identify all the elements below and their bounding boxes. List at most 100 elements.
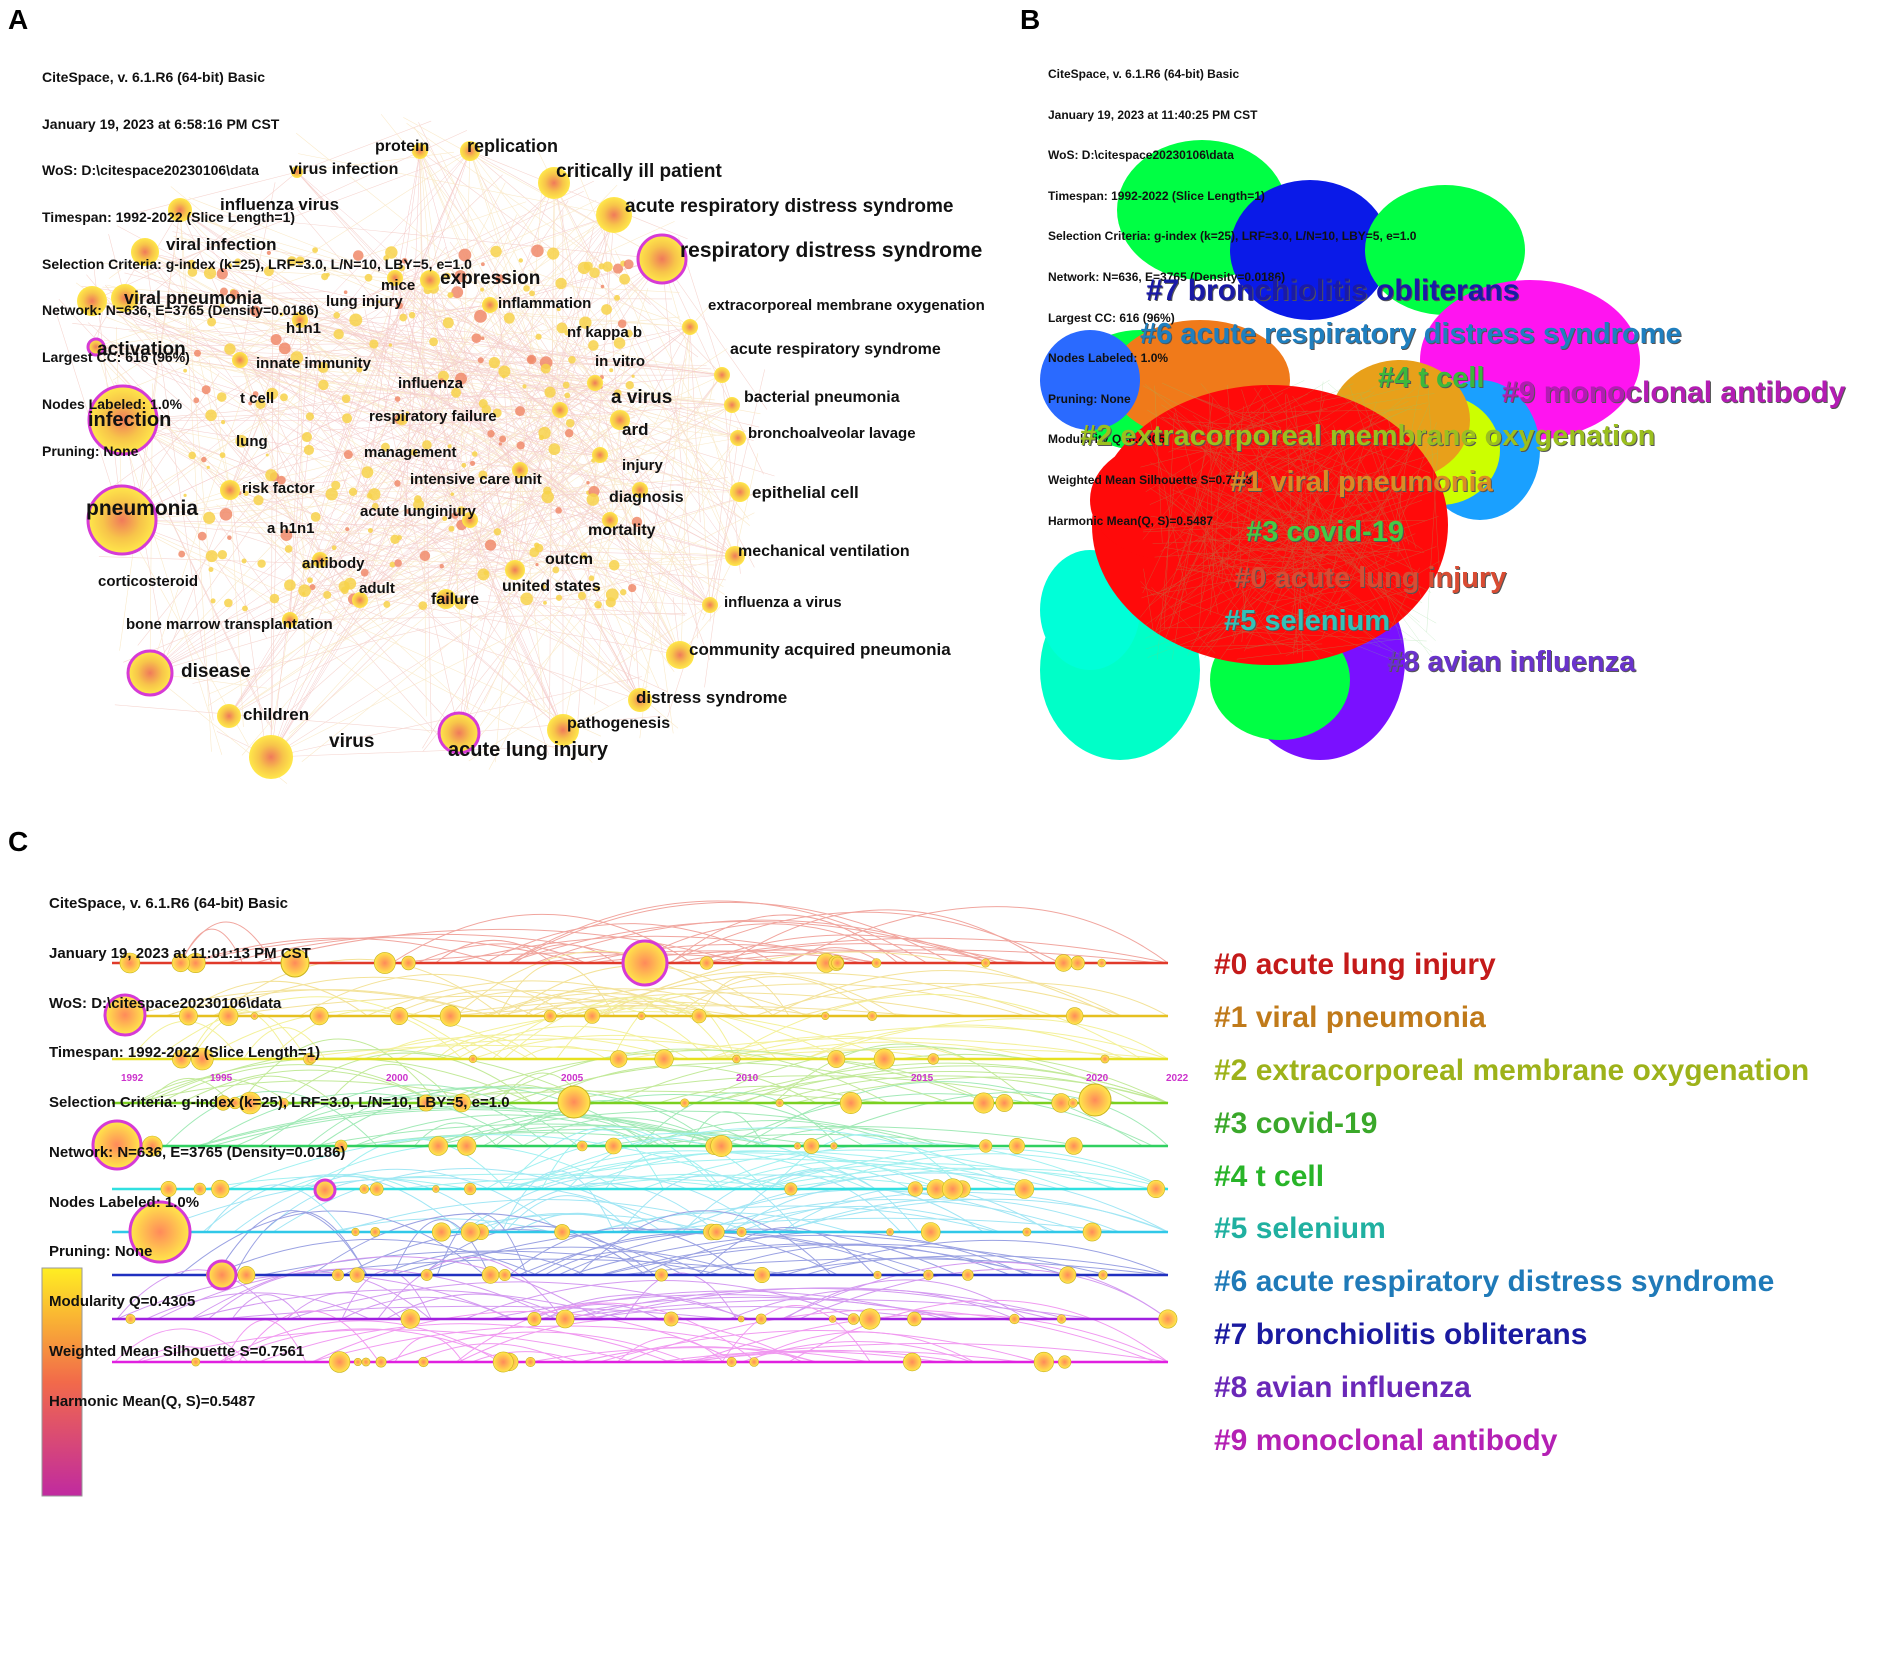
keyword-label: protein (375, 138, 430, 155)
keyword-label: lung injury (326, 293, 403, 310)
keyword-label: community acquired pneumonia (689, 640, 951, 659)
keyword-label: t cell (240, 390, 275, 407)
keyword-label: antibody (302, 555, 365, 572)
keyword-label: failure (431, 591, 480, 608)
panel-b-letter: B (1020, 4, 1041, 35)
keyword-label: lung (236, 433, 268, 450)
panel-c: C CiteSpace, v. 6.1.R6 (64-bit) Basic Ja… (0, 820, 1902, 1679)
keyword-label: replication (467, 136, 559, 156)
keyword-label: pathogenesis (567, 715, 671, 732)
cluster-label: #6 acute respiratory distress syndrome (1140, 318, 1682, 350)
info-line: Selection Criteria: g-index (k=25), LRF=… (1048, 229, 1417, 244)
info-line: WoS: D:\citespace20230106\data (1048, 148, 1234, 163)
info-line: Network: N=636, E=3765 (Density=0.0186) (49, 1143, 346, 1161)
info-line: Pruning: None (1048, 391, 1131, 406)
keyword-label: diagnosis (609, 489, 684, 506)
info-line: Pruning: None (49, 1243, 153, 1261)
keyword-label: acute lung injury (448, 739, 609, 761)
info-line: January 19, 2023 at 6:58:16 PM CST (42, 115, 280, 132)
cluster-label: #4 t cell (1378, 362, 1485, 394)
keyword-label: respiratory distress syndrome (680, 239, 983, 262)
keyword-label: inflammation (498, 295, 592, 312)
timeline-label: #1 viral pneumonia (1214, 1001, 1486, 1034)
keyword-label: bone marrow transplantation (126, 616, 333, 633)
keyword-label: infection (88, 409, 172, 431)
timeline-label: #8 avian influenza (1214, 1371, 1471, 1404)
info-line: WoS: D:\citespace20230106\data (42, 162, 259, 179)
cluster-label: #2 extracorporeal membrane oxygenation (1080, 420, 1656, 452)
keyword-label: injury (622, 457, 663, 474)
keyword-label: adult (359, 580, 395, 597)
panel-a-info: CiteSpace, v. 6.1.R6 (64-bit) Basic Janu… (42, 38, 472, 490)
keyword-label: influenza virus (220, 195, 340, 214)
keyword-label: a h1n1 (267, 520, 315, 537)
keyword-label: critically ill patient (556, 161, 722, 182)
info-line: Network: N=636, E=3765 (Density=0.0186) (1048, 269, 1286, 284)
timeline-label: #0 acute lung injury (1214, 948, 1496, 981)
keyword-label: influenza (398, 375, 464, 392)
keyword-label: distress syndrome (636, 688, 788, 707)
keyword-label: expression (440, 268, 541, 289)
info-line: Weighted Mean Silhouette S=0.7563 (1048, 472, 1253, 487)
keyword-label: pneumonia (86, 497, 199, 520)
panel-c-letter: C (8, 826, 29, 857)
info-line: Nodes Labeled: 1.0% (49, 1193, 200, 1211)
cluster-label: #3 covid-19 (1246, 516, 1404, 548)
keyword-label: epithelial cell (752, 483, 859, 502)
timeline-label: #2 extracorporeal membrane oxygenation (1214, 1054, 1810, 1087)
cluster-label: #0 acute lung injury (1234, 562, 1507, 594)
keyword-label: children (243, 705, 310, 724)
info-line: Timespan: 1992-2022 (Slice Length=1) (49, 1044, 321, 1062)
timeline-label: #4 t cell (1214, 1160, 1325, 1193)
year-tick: 1995 (210, 1073, 233, 1084)
keyword-label: h1n1 (286, 320, 322, 337)
info-line: Largest CC: 616 (96%) (1048, 310, 1175, 325)
info-line: CiteSpace, v. 6.1.R6 (64-bit) Basic (49, 895, 288, 912)
info-line: Weighted Mean Silhouette S=0.7561 (49, 1342, 305, 1360)
panel-c-info: CiteSpace, v. 6.1.R6 (64-bit) Basic Janu… (49, 862, 510, 1443)
keyword-label: intensive care unit (410, 471, 542, 488)
info-line: Network: N=636, E=3765 (Density=0.0186) (42, 302, 319, 319)
info-line: WoS: D:\citespace20230106\data (49, 994, 282, 1012)
keyword-label: acute lunginjury (360, 503, 476, 520)
keyword-label: virus (329, 731, 375, 752)
info-line: Timespan: 1992-2022 (Slice Length=1) (42, 209, 296, 226)
keyword-label: nf kappa b (567, 324, 643, 341)
keyword-label: a virus (611, 387, 673, 408)
year-tick: 2005 (561, 1073, 584, 1084)
keyword-label: bacterial pneumonia (744, 389, 900, 406)
keyword-label: united states (502, 578, 601, 595)
year-tick: 2020 (1086, 1073, 1109, 1084)
cluster-label: #9 monoclonal antibody (1502, 376, 1846, 409)
info-line: Pruning: None (42, 442, 139, 459)
info-line: Modularity Q=0.4305 (1048, 432, 1166, 447)
keyword-label: respiratory failure (369, 408, 497, 425)
timeline-label: #3 covid-19 (1214, 1107, 1378, 1140)
keyword-label: corticosteroid (98, 573, 199, 590)
panel-b: B CiteSpace, v. 6.1.R6 (64-bit) Basic Ja… (1020, 0, 1902, 830)
year-tick: 2000 (386, 1073, 409, 1084)
timeline-view-c (41, 900, 1178, 1497)
keyword-label: ard (622, 420, 649, 439)
info-line: CiteSpace, v. 6.1.R6 (64-bit) Basic (42, 69, 266, 85)
timeline-label: #6 acute respiratory distress syndrome (1214, 1265, 1775, 1298)
keyword-label: risk factor (242, 480, 315, 497)
year-tick: 2022 (1166, 1073, 1189, 1084)
info-line: January 19, 2023 at 11:40:25 PM CST (1048, 107, 1258, 122)
timeline-label: #9 monoclonal antibody (1214, 1424, 1558, 1457)
info-line: Harmonic Mean(Q, S)=0.5487 (49, 1392, 256, 1410)
keyword-label: virus infection (289, 161, 399, 178)
timeline-label: #5 selenium (1214, 1212, 1386, 1245)
keyword-label: mortality (588, 522, 656, 539)
keyword-label: bronchoalveolar lavage (748, 425, 916, 442)
panel-b-info: CiteSpace, v. 6.1.R6 (64-bit) Basic Janu… (1048, 40, 1416, 555)
info-line: Modularity Q=0.4305 (49, 1293, 196, 1310)
keyword-label: viral infection (166, 235, 277, 254)
info-line: Nodes Labeled: 1.0% (42, 395, 183, 412)
info-line: Selection Criteria: g-index (k=25), LRF=… (42, 255, 472, 272)
keyword-label: mechanical ventilation (738, 543, 910, 560)
keyword-label: activation (97, 339, 186, 360)
keyword-label: outcm (545, 551, 593, 568)
info-line: Largest CC: 616 (96%) (42, 349, 190, 366)
keyword-label: extracorporeal membrane oxygenation (708, 297, 985, 314)
